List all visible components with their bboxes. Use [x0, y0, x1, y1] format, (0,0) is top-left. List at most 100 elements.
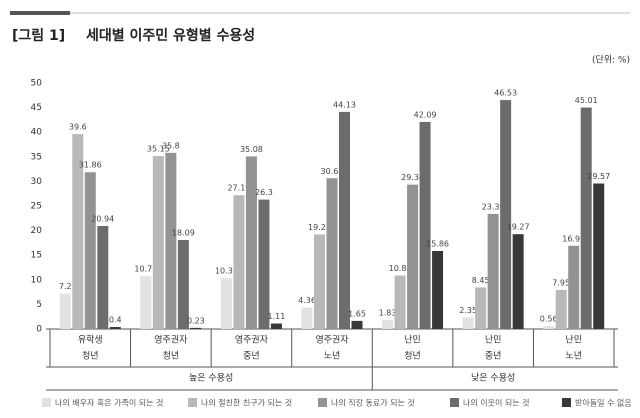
x-tick-label: 영주권자: [315, 334, 349, 346]
value-label: 10.73: [134, 265, 157, 274]
x-tick-label: 난민: [485, 335, 502, 346]
bar: [580, 107, 592, 329]
bar: [314, 234, 325, 329]
bar: [512, 234, 524, 329]
legend-label: 받아들일 수 없음: [575, 398, 632, 408]
value-label: 30.64: [321, 167, 344, 176]
legend-swatch: [318, 398, 327, 407]
value-label: 0.4: [109, 316, 122, 325]
y-tick-label: 5: [36, 300, 42, 310]
bar: [72, 134, 84, 329]
legend-label: 나의 이웃이 되는 것: [463, 398, 530, 408]
bar: [339, 111, 350, 329]
legend-swatch: [42, 398, 51, 407]
bar: [500, 100, 512, 329]
x-tick-label: 난민: [565, 335, 582, 346]
y-tick-label: 15: [31, 251, 42, 261]
y-tick-label: 25: [31, 202, 42, 212]
value-label: 16.92: [562, 234, 585, 243]
unit-label: (단위: %): [592, 55, 630, 66]
age-label: 중년: [243, 351, 260, 362]
bar: [220, 278, 232, 329]
bar: [165, 152, 177, 329]
y-tick-label: 0: [36, 325, 42, 335]
bar: [270, 323, 282, 329]
value-label: 29.57: [587, 172, 610, 181]
value-label: 1.65: [348, 309, 366, 318]
value-label: 35.8: [162, 141, 180, 150]
value-label: 7.95: [552, 278, 570, 287]
value-label: 46.53: [494, 89, 517, 98]
value-label: 23.39: [482, 202, 505, 211]
value-label: 35.15: [147, 145, 170, 154]
bar: [543, 326, 555, 329]
group-label: 높은 수용성: [189, 373, 233, 384]
value-label: 10.88: [389, 264, 412, 273]
bar: [326, 178, 338, 329]
y-tick-label: 35: [31, 152, 42, 162]
value-label: 31.86: [79, 161, 102, 170]
bar: [351, 320, 363, 329]
bar: [177, 239, 189, 329]
value-label: 42.09: [414, 110, 437, 119]
y-tick-label: 30: [31, 177, 43, 187]
bar: [382, 319, 394, 329]
legend-swatch: [562, 398, 571, 407]
value-label: 4.36: [298, 296, 316, 305]
bar: [245, 156, 257, 329]
bar: [462, 317, 474, 329]
age-label: 노년: [324, 351, 341, 362]
x-tick-label: 영주권자: [235, 334, 269, 346]
age-label: 청년: [404, 351, 421, 362]
y-tick-label: 20: [31, 226, 43, 236]
y-tick-label: 45: [31, 103, 42, 113]
legend-label: 나의 절친한 친구가 되는 것: [201, 398, 292, 408]
legend-label: 나의 직장 동료가 되는 것: [331, 398, 415, 408]
legend-swatch: [188, 398, 197, 407]
value-label: 0.56: [540, 315, 558, 324]
y-tick-label: 10: [31, 275, 43, 285]
bar: [487, 213, 499, 329]
x-tick-label: 유학생: [78, 335, 103, 346]
value-label: 39.6: [69, 123, 87, 132]
bar: [233, 195, 245, 329]
value-label: 8.45: [472, 276, 490, 285]
bar: [432, 250, 444, 329]
value-label: 20.94: [91, 214, 114, 223]
bar: [593, 183, 605, 329]
x-tick-label: 영주권자: [154, 334, 188, 346]
bar: [84, 172, 96, 329]
bar: [394, 275, 406, 329]
bar: [475, 287, 487, 329]
age-label: 청년: [82, 351, 99, 362]
bar: [419, 121, 431, 329]
chart-title: 세대별 이주민 유형별 수용성: [86, 27, 255, 44]
value-label: 45.01: [575, 96, 598, 105]
y-tick-label: 40: [31, 128, 43, 138]
value-label: 19.22: [308, 223, 331, 232]
value-label: 27.19: [227, 184, 250, 193]
bar: [301, 307, 313, 329]
legend-label: 나의 배우자 혹은 가족이 되는 것: [55, 398, 163, 408]
bar: [568, 245, 580, 329]
value-label: 26.3: [255, 188, 273, 197]
bar: [97, 225, 109, 329]
legend-swatch: [450, 398, 459, 407]
value-label: 0.23: [187, 316, 205, 325]
bar: [258, 199, 270, 329]
figure-label: [그림 1]: [12, 28, 65, 44]
value-label: 7.2: [59, 282, 72, 291]
y-tick-label: 50: [31, 79, 43, 89]
age-label: 중년: [485, 351, 502, 362]
bar: [555, 289, 567, 329]
age-label: 노년: [565, 351, 582, 362]
bar: [59, 293, 71, 329]
value-label: 10.33: [215, 267, 238, 276]
age-label: 청년: [163, 351, 180, 362]
value-label: 18.09: [172, 228, 195, 237]
value-label: 1.83: [379, 308, 397, 317]
value-label: 15.86: [426, 239, 449, 248]
bar: [152, 156, 164, 329]
value-label: 35.08: [240, 145, 263, 154]
